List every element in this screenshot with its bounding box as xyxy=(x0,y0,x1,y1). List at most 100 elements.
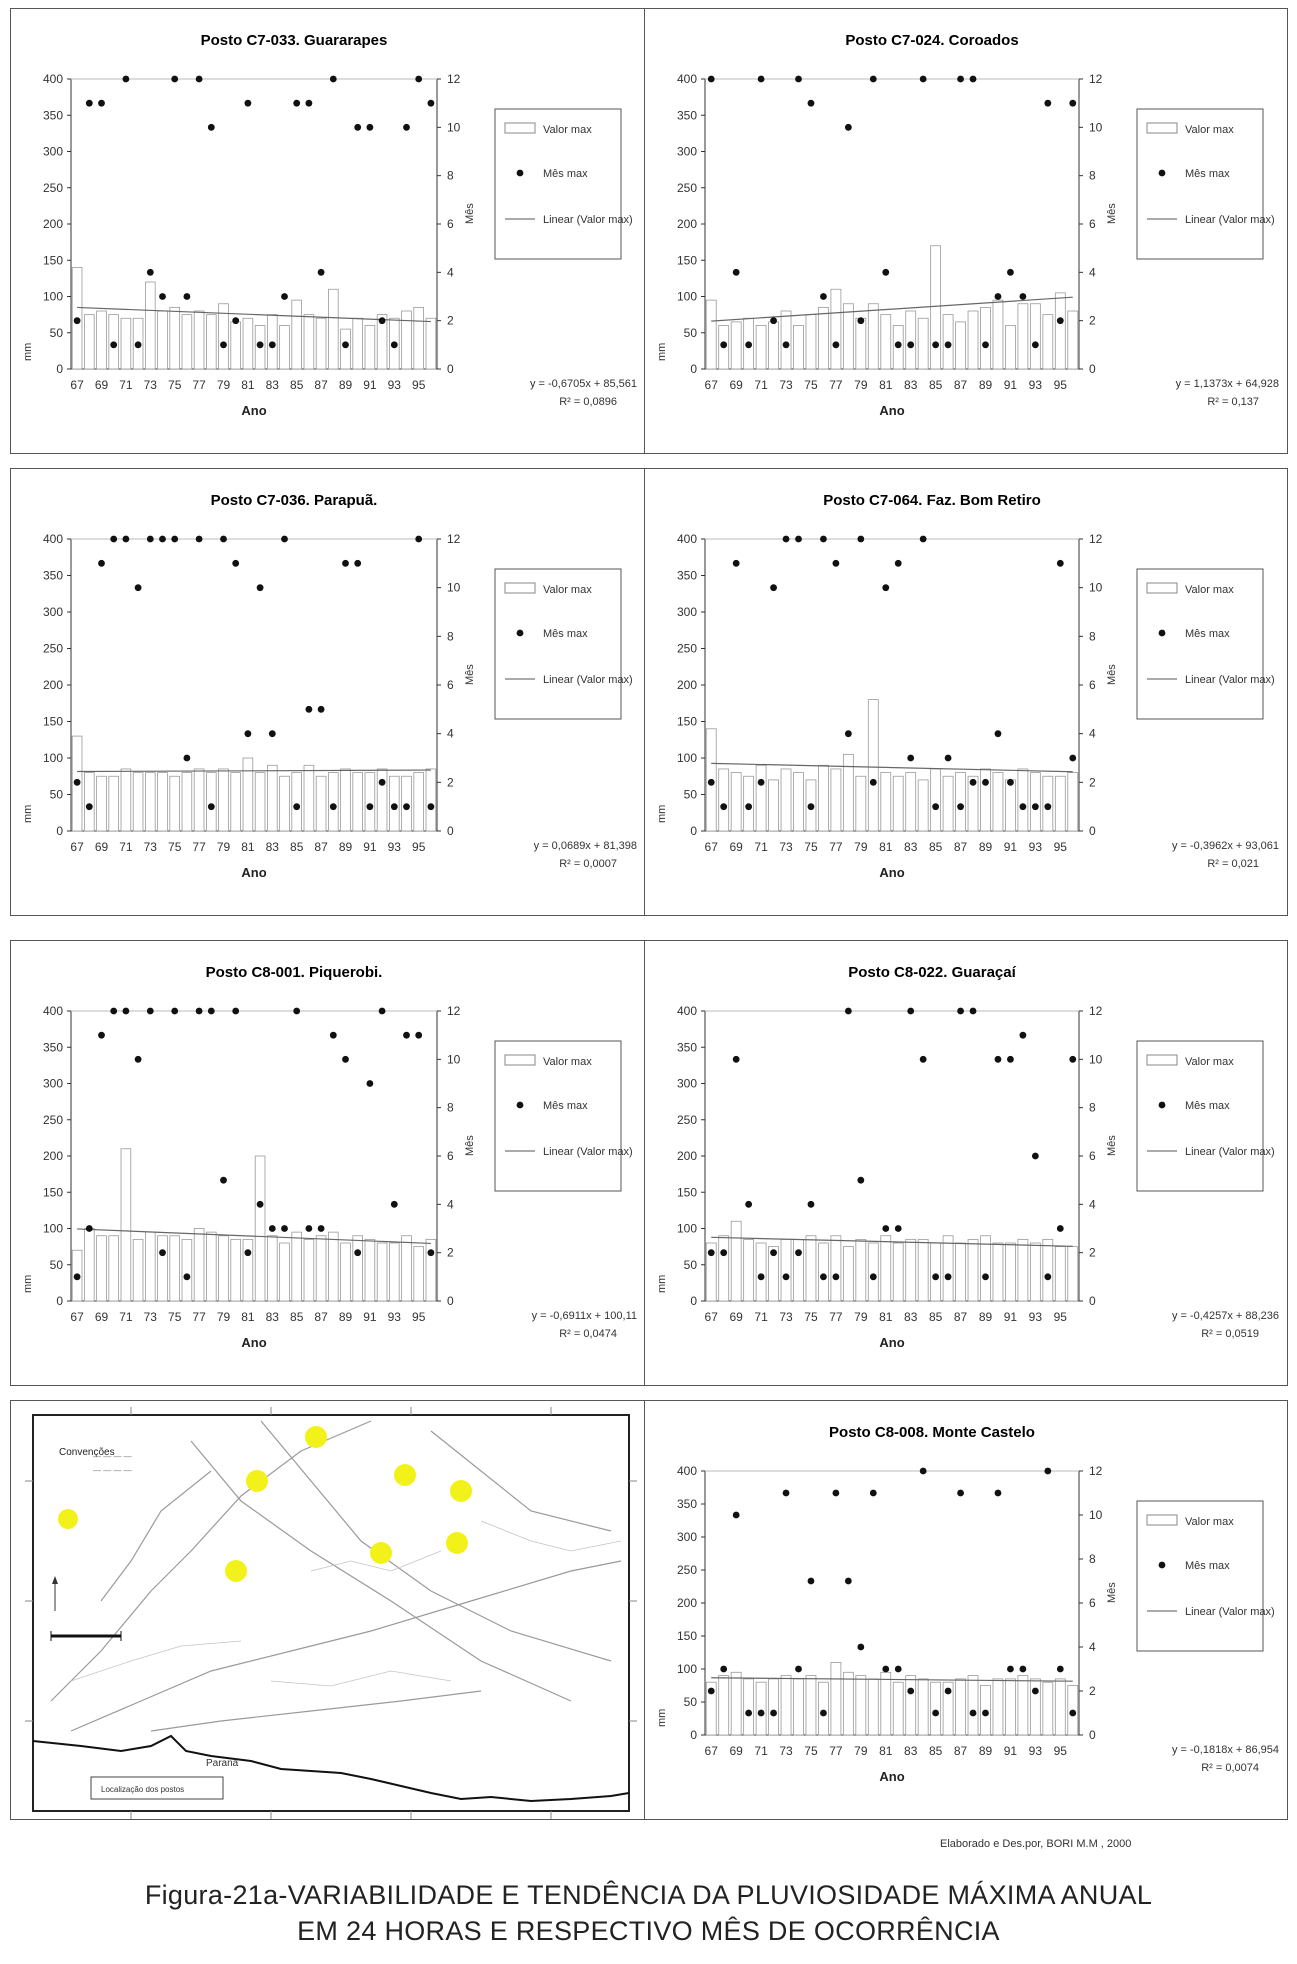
month-point xyxy=(795,75,802,83)
bar xyxy=(108,1235,119,1302)
y-tick-label: 400 xyxy=(677,1464,697,1478)
x-tick-label: 95 xyxy=(1054,840,1068,854)
x-tick-label: 89 xyxy=(339,840,353,854)
month-point xyxy=(403,1031,410,1039)
bar xyxy=(291,1231,302,1302)
x-tick-label: 77 xyxy=(829,378,843,392)
trend-equation: y = -0,6705x + 85,561 xyxy=(530,378,637,390)
x-axis-label: Ano xyxy=(879,403,904,418)
month-point xyxy=(98,99,105,107)
y-tick-label: 350 xyxy=(43,569,63,583)
x-tick-label: 79 xyxy=(217,840,231,854)
y-tick-label: 350 xyxy=(677,1497,697,1511)
month-point xyxy=(932,803,940,811)
x-tick-label: 69 xyxy=(729,840,743,854)
legend-swatch-bar xyxy=(504,122,536,134)
month-point xyxy=(820,1709,827,1717)
month-point xyxy=(146,535,154,543)
x-tick-label: 81 xyxy=(241,1310,255,1324)
legend-swatch-bar xyxy=(504,1054,536,1066)
x-axis-label: Ano xyxy=(879,865,904,880)
bar xyxy=(867,1242,879,1302)
y2-axis-label: Mês xyxy=(464,1135,476,1156)
trend-r2: R² = 0,0519 xyxy=(1201,1328,1259,1340)
month-point xyxy=(770,584,777,592)
bar xyxy=(108,775,119,832)
x-tick-label: 83 xyxy=(904,1310,918,1324)
month-point xyxy=(720,803,728,811)
bar xyxy=(242,317,254,370)
bar xyxy=(930,1681,942,1736)
map-legend-title: Convenções xyxy=(59,1447,115,1458)
month-point xyxy=(146,268,154,276)
x-tick-label: 73 xyxy=(779,1744,793,1758)
bar xyxy=(169,775,180,832)
trend-line xyxy=(77,769,431,773)
month-point xyxy=(195,75,203,83)
month-point xyxy=(869,1489,877,1497)
y2-tick-label: 4 xyxy=(447,265,454,279)
x-tick-label: 67 xyxy=(70,1310,84,1324)
bar xyxy=(755,325,767,370)
x-tick-label: 85 xyxy=(929,1310,943,1324)
y2-tick-label: 4 xyxy=(1089,727,1096,741)
month-point xyxy=(110,1007,118,1015)
y-tick-label: 250 xyxy=(43,642,63,656)
x-tick-label: 67 xyxy=(705,840,719,854)
x-tick-label: 93 xyxy=(388,378,402,392)
x-tick-label: 85 xyxy=(290,840,304,854)
x-tick-label: 87 xyxy=(954,378,968,392)
y2-tick-label: 12 xyxy=(447,532,461,546)
y-tick-label: 200 xyxy=(677,1149,697,1163)
x-tick-label: 69 xyxy=(95,1310,109,1324)
y-tick-label: 50 xyxy=(50,326,64,340)
month-point xyxy=(857,1176,865,1184)
y2-tick-label: 6 xyxy=(447,678,454,692)
x-tick-label: 75 xyxy=(168,1310,182,1324)
bar xyxy=(842,1671,854,1736)
bar xyxy=(413,1246,424,1302)
month-point xyxy=(982,1273,989,1281)
month-point xyxy=(268,341,276,349)
month-point xyxy=(183,754,191,762)
month-point xyxy=(844,730,852,738)
bar xyxy=(145,1231,156,1302)
x-tick-label: 71 xyxy=(754,1310,768,1324)
month-point xyxy=(957,75,964,83)
legend-label: Linear (Valor max) xyxy=(1185,1606,1275,1618)
month-point xyxy=(427,99,435,107)
x-tick-label: 79 xyxy=(854,1744,868,1758)
y2-tick-label: 10 xyxy=(1089,1052,1103,1066)
trend-equation: y = -0,4257x + 88,236 xyxy=(1172,1310,1279,1322)
y2-tick-label: 10 xyxy=(1089,581,1103,595)
bar xyxy=(96,775,107,832)
month-point xyxy=(770,1709,777,1717)
bar xyxy=(805,314,817,370)
month-point xyxy=(882,584,890,592)
x-tick-label: 79 xyxy=(217,378,231,392)
bar xyxy=(315,317,327,370)
x-tick-label: 75 xyxy=(804,378,818,392)
y2-tick-label: 4 xyxy=(1089,1640,1096,1654)
x-tick-label: 75 xyxy=(168,378,182,392)
y2-axis-label: Mês xyxy=(1106,1582,1118,1603)
month-point xyxy=(195,535,203,543)
month-point xyxy=(757,1709,765,1717)
x-tick-label: 79 xyxy=(217,1310,231,1324)
y2-tick-label: 0 xyxy=(1089,1728,1096,1742)
station-marker xyxy=(225,1560,247,1582)
x-tick-label: 77 xyxy=(829,1310,843,1324)
x-tick-label: 95 xyxy=(412,378,426,392)
y-tick-label: 350 xyxy=(43,1040,63,1054)
y-tick-label: 100 xyxy=(43,290,63,304)
y2-tick-label: 0 xyxy=(447,362,454,376)
month-point xyxy=(869,75,877,83)
x-tick-label: 95 xyxy=(1054,1744,1068,1758)
month-point xyxy=(795,535,802,543)
y-tick-label: 250 xyxy=(677,1563,697,1577)
bar xyxy=(157,1235,168,1302)
month-point xyxy=(732,268,740,276)
month-point xyxy=(366,123,374,131)
x-tick-label: 81 xyxy=(879,840,893,854)
legend-swatch-bar xyxy=(504,582,536,594)
